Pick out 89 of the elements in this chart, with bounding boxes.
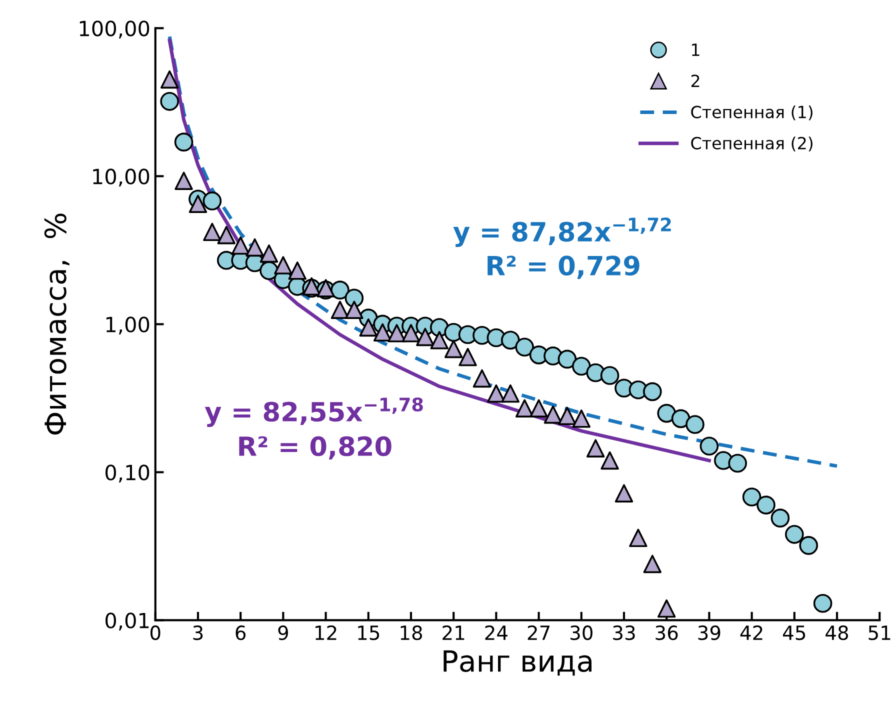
point (472, 369, 492, 388)
x-tick-label: 42 (740, 625, 762, 640)
point (784, 524, 804, 544)
x-tick-label: 33 (613, 625, 635, 640)
point (202, 192, 222, 210)
point (642, 382, 662, 402)
x-tick-label: 39 (698, 625, 720, 640)
point (501, 384, 520, 403)
point (515, 338, 534, 357)
point (558, 406, 576, 426)
point (444, 340, 463, 358)
point (700, 436, 719, 456)
point (799, 536, 818, 555)
point (643, 554, 662, 574)
point (572, 356, 591, 376)
point (657, 599, 676, 618)
x-tick-label: 27 (528, 625, 550, 640)
point (174, 172, 193, 190)
point (500, 330, 520, 350)
point (487, 384, 506, 403)
x-tick-label: 36 (656, 625, 678, 640)
annotation: R² = 0,820 (239, 436, 392, 460)
point (430, 331, 449, 350)
point (246, 238, 264, 257)
x-tick-label: 9 (278, 625, 288, 640)
point (203, 222, 222, 242)
y-tick-label: 100,00 (80, 20, 150, 38)
point (260, 244, 278, 263)
point (330, 300, 350, 319)
point (402, 324, 420, 342)
point (373, 323, 392, 342)
point (359, 318, 378, 337)
point (530, 399, 548, 418)
point (274, 256, 292, 274)
point (600, 366, 620, 385)
point (671, 409, 690, 428)
point (614, 484, 634, 502)
point (174, 132, 194, 152)
y-axis-title: Фитомасса, % (44, 214, 70, 435)
y-tick-label: 10,00 (93, 168, 150, 187)
point (629, 528, 648, 548)
point (515, 399, 534, 418)
x-tick-label: 0 (150, 625, 160, 640)
x-tick-label: 30 (570, 625, 592, 640)
x-tick-label: 45 (782, 626, 806, 640)
point (458, 348, 477, 366)
x-axis-title: Ранг вида (444, 650, 592, 676)
point (600, 451, 619, 470)
annotation: y = 87,82x$^{−1,72}$ (453, 218, 671, 248)
point (544, 405, 562, 424)
point (742, 488, 762, 506)
point (813, 594, 832, 613)
point (160, 70, 179, 89)
point (188, 194, 208, 213)
point (572, 410, 591, 428)
legend-label: 1 (692, 44, 700, 56)
legend-label: 2 (691, 74, 700, 87)
point (728, 454, 748, 473)
annotation: y = 82,55x$^{−1,78}$ (204, 398, 423, 428)
line-series (168, 34, 839, 468)
legend-label: Степенная (2) (691, 136, 812, 152)
x-tick-label: 12 (316, 625, 336, 640)
annotation: R² = 0,729 (488, 256, 640, 279)
legend-label: Степенная (1) (691, 105, 812, 120)
point (686, 415, 704, 434)
point (586, 439, 605, 458)
point (770, 508, 790, 528)
x-tick-label: 6 (236, 625, 246, 640)
y-tick-label: 0,10 (106, 464, 150, 483)
x-tick-label: 3 (193, 625, 203, 640)
point (160, 92, 179, 111)
y-tick-label: 0,01 (106, 612, 149, 631)
x-tick-label: 51 (868, 626, 890, 640)
x-tick-label: 24 (485, 625, 508, 640)
point (388, 324, 406, 342)
point (657, 404, 676, 423)
point (217, 226, 236, 244)
x-tick-label: 18 (400, 625, 422, 640)
point (231, 236, 250, 255)
point (345, 300, 364, 319)
y-tick-label: 1,00 (106, 316, 150, 335)
point (288, 262, 307, 280)
x-tick-label: 48 (826, 625, 848, 640)
x-tick-label: 15 (358, 626, 380, 640)
point (330, 280, 350, 300)
x-tick-label: 21 (442, 625, 464, 640)
point (756, 496, 776, 514)
point (558, 350, 577, 369)
point (416, 328, 434, 346)
